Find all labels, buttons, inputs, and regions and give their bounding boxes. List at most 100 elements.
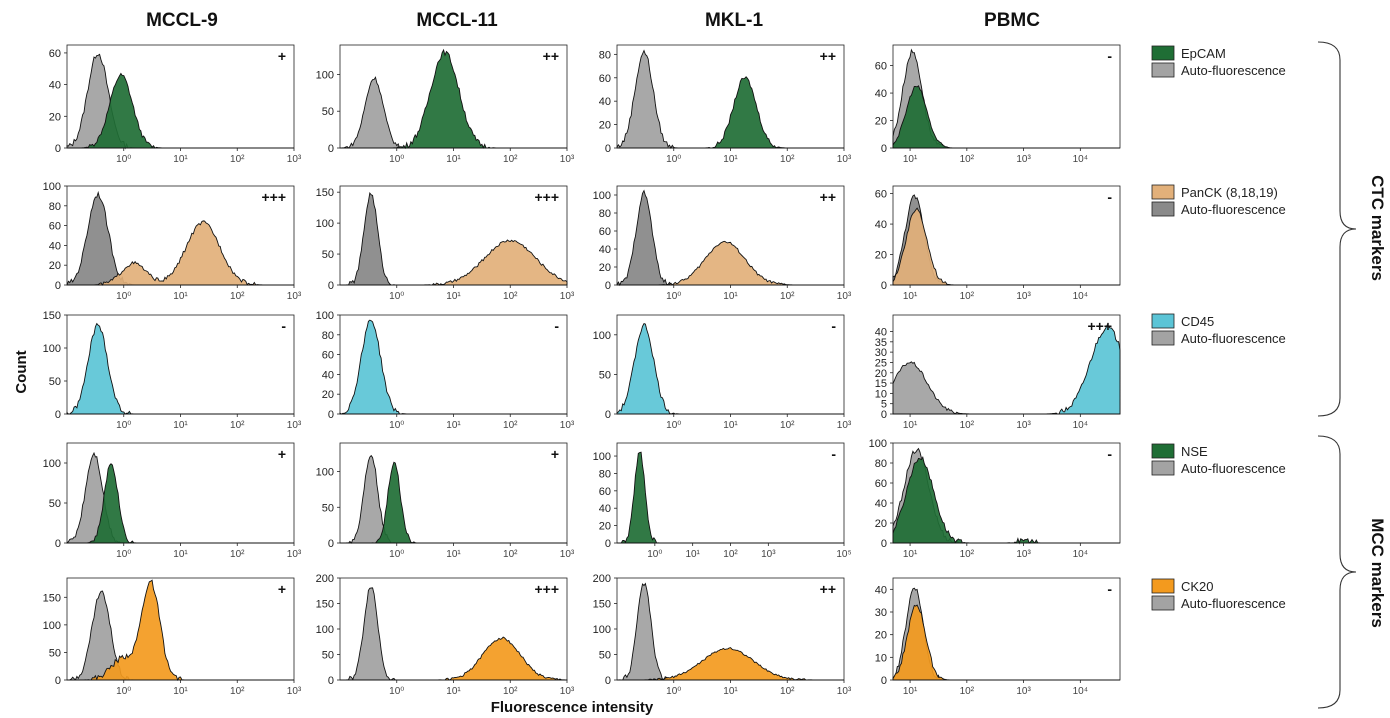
y-tick-label-6-5: 100: [593, 190, 611, 202]
x-tick-label-2-2: 10²: [780, 154, 795, 165]
x-tick-label-12-3: 10³: [287, 549, 302, 560]
x-tick-label-1-0: 10⁰: [389, 154, 404, 165]
x-tick-label-9-1: 10¹: [446, 420, 461, 431]
group-label-ctc: CTC markers: [1368, 175, 1387, 281]
x-tick-label-4-1: 10¹: [173, 291, 188, 302]
x-tick-label-2-3: 10³: [837, 154, 852, 165]
y-tick-label-2-0: 0: [605, 143, 611, 155]
histogram-nse-12: [67, 463, 294, 544]
histogram-epcam-1: [340, 48, 567, 150]
y-tick-label-18-1: 50: [599, 650, 611, 662]
y-tick-label-13-0: 0: [328, 538, 334, 550]
histogram-panck-8-18-19--6: [617, 240, 844, 286]
x-tick-label-8-0: 10⁰: [116, 420, 131, 431]
legend-label-3: NSE: [1181, 444, 1208, 459]
x-tick-label-14-4: 10⁵: [836, 549, 851, 560]
y-tick-label-0-2: 40: [49, 80, 61, 92]
score-label-8: -: [281, 318, 286, 334]
y-tick-label-10-1: 50: [599, 369, 611, 381]
panel-frame-14: [616, 442, 845, 544]
histogram-nse-13: [340, 461, 567, 544]
score-label-18: ++: [820, 581, 836, 597]
y-tick-label-4-3: 60: [49, 221, 61, 233]
x-tick-label-6-2: 10²: [780, 291, 795, 302]
x-tick-label-7-0: 10¹: [903, 291, 918, 302]
x-tick-label-19-1: 10²: [960, 686, 975, 697]
legend-label-2: CD45: [1181, 314, 1214, 329]
score-label-9: -: [554, 318, 559, 334]
y-tick-label-13-2: 100: [316, 467, 334, 479]
y-tick-label-4-4: 80: [49, 201, 61, 213]
x-tick-label-14-1: 10¹: [685, 549, 700, 560]
x-tick-label-15-0: 10¹: [903, 549, 918, 560]
y-tick-label-3-3: 60: [875, 61, 887, 73]
legend-swatch-4: [1151, 578, 1175, 594]
score-label-3: -: [1107, 48, 1112, 64]
score-label-0: +: [278, 48, 286, 64]
x-tick-label-18-2: 10²: [780, 686, 795, 697]
y-tick-label-11-8: 40: [875, 327, 887, 339]
column-header-3: PBMC: [984, 10, 1040, 31]
x-tick-label-0-0: 10⁰: [116, 154, 131, 165]
y-tick-label-17-0: 0: [328, 675, 334, 687]
y-tick-label-6-4: 80: [599, 208, 611, 220]
x-tick-label-10-2: 10²: [780, 420, 795, 431]
y-tick-label-13-1: 50: [322, 502, 334, 514]
x-tick-label-4-0: 10⁰: [116, 291, 131, 302]
legend-control-swatch-1: [1151, 201, 1175, 217]
y-tick-label-18-3: 150: [593, 599, 611, 611]
y-tick-label-15-2: 40: [875, 498, 887, 510]
histogram-cd45-11: [893, 324, 1121, 415]
x-tick-label-11-2: 10³: [1016, 420, 1031, 431]
x-tick-label-5-0: 10⁰: [389, 291, 404, 302]
x-tick-label-13-3: 10³: [560, 549, 575, 560]
y-tick-label-9-1: 20: [322, 389, 334, 401]
y-tick-label-5-3: 150: [316, 187, 334, 199]
y-tick-label-1-2: 100: [316, 69, 334, 81]
y-tick-label-16-2: 100: [43, 620, 61, 632]
y-tick-label-15-3: 60: [875, 478, 887, 490]
y-axis-label: Count: [13, 350, 30, 393]
x-tick-label-15-1: 10²: [960, 549, 975, 560]
histogram-epcam-3: [892, 85, 1120, 149]
legend-label-1: PanCK (8,18,19): [1181, 185, 1278, 200]
score-label-16: +: [278, 581, 286, 597]
y-tick-label-5-1: 50: [322, 249, 334, 261]
x-tick-label-12-1: 10¹: [173, 549, 188, 560]
x-tick-label-17-0: 10⁰: [389, 686, 404, 697]
y-tick-label-3-2: 40: [875, 88, 887, 100]
x-tick-label-9-0: 10⁰: [389, 420, 404, 431]
score-label-15: -: [1107, 446, 1112, 462]
histogram-ck20-17: [340, 636, 568, 681]
x-tick-label-16-1: 10¹: [173, 686, 188, 697]
y-tick-label-14-4: 80: [599, 468, 611, 480]
x-tick-label-18-1: 10¹: [723, 686, 738, 697]
y-tick-label-11-3: 15: [875, 378, 887, 390]
y-tick-label-2-3: 60: [599, 73, 611, 85]
y-tick-label-5-0: 0: [328, 280, 334, 292]
y-tick-label-19-2: 20: [875, 630, 887, 642]
x-tick-label-11-3: 10⁴: [1073, 420, 1088, 431]
legend-control-label-4: Auto-fluorescence: [1181, 596, 1286, 611]
score-label-17: +++: [534, 581, 559, 597]
y-tick-label-19-4: 40: [875, 584, 887, 596]
x-axis-label: Fluorescence intensity: [491, 699, 654, 716]
y-tick-label-18-4: 200: [593, 573, 611, 585]
x-tick-label-19-3: 10⁴: [1073, 686, 1088, 697]
x-tick-label-0-1: 10¹: [173, 154, 188, 165]
y-tick-label-0-0: 0: [55, 143, 61, 155]
legend-swatch-1: [1151, 184, 1175, 200]
y-tick-label-12-1: 50: [49, 498, 61, 510]
histogram-epcam-0: [67, 72, 294, 149]
y-tick-label-4-2: 40: [49, 240, 61, 252]
x-tick-label-6-3: 10³: [837, 291, 852, 302]
y-tick-label-12-0: 0: [55, 538, 61, 550]
legend-swatch-3: [1151, 443, 1175, 459]
x-tick-label-4-2: 10²: [230, 291, 245, 302]
x-tick-label-7-2: 10³: [1016, 291, 1031, 302]
group-label-mcc: MCC markers: [1368, 518, 1387, 628]
histogram-panck-8-18-19--5: [340, 239, 568, 286]
y-tick-label-16-3: 150: [43, 592, 61, 604]
y-tick-label-16-0: 0: [55, 675, 61, 687]
